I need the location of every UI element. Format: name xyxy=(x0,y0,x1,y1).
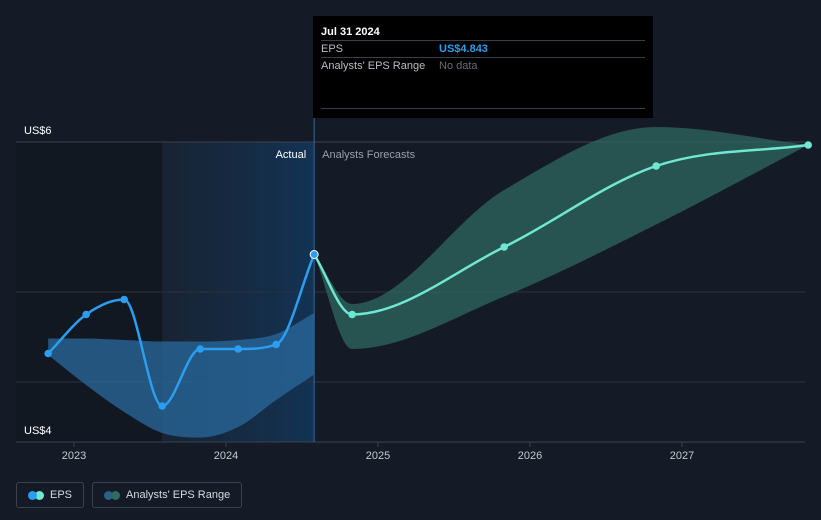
range-swatch-icon xyxy=(104,490,121,500)
eps-actual-point-6 xyxy=(272,340,280,349)
tooltip-range-value: No data xyxy=(439,60,478,72)
tooltip-range-row: Analysts' EPS Range No data xyxy=(321,57,645,74)
eps-actual-point-5 xyxy=(234,345,242,353)
tooltip-date: Jul 31 2024 xyxy=(321,26,380,38)
tooltip-divider xyxy=(321,108,645,109)
x-tick-label-2026: 2026 xyxy=(518,450,542,462)
legend-eps-toggle[interactable]: EPS xyxy=(16,482,85,508)
eps-swatch-actual-dot xyxy=(28,490,37,500)
tooltip-range-label: Analysts' EPS Range xyxy=(321,60,426,72)
x-tick-label-2024: 2024 xyxy=(214,450,238,462)
eps-swatch-icon xyxy=(28,490,44,500)
x-tick-label-2023: 2023 xyxy=(62,450,86,462)
eps-forecast-point-4 xyxy=(804,141,812,149)
eps-swatch-forecast-dot xyxy=(35,490,44,500)
x-tick-label-2025: 2025 xyxy=(366,450,390,462)
tooltip-eps-value: US$4.843 xyxy=(439,43,488,55)
range-swatch-past-dot xyxy=(104,490,114,500)
eps-actual-point-1 xyxy=(82,310,90,319)
eps-actual-point-4 xyxy=(196,345,204,353)
eps-actual-point-2 xyxy=(120,295,128,304)
legend-range-toggle[interactable]: Analysts' EPS Range xyxy=(92,482,243,508)
x-tick-label-2027: 2027 xyxy=(670,450,694,462)
eps-actual-point-7 xyxy=(309,250,319,259)
eps-range-band-forecast xyxy=(314,127,809,349)
eps-forecast-point-3 xyxy=(652,162,660,170)
legend-eps-label: EPS xyxy=(50,489,73,501)
tooltip: Jul 31 2024 EPS US$4.843 Analysts' EPS R… xyxy=(313,16,653,118)
y-label-top: US$6 xyxy=(24,125,52,137)
forecast-region-label: Analysts Forecasts xyxy=(322,149,415,161)
legend-range-label: Analysts' EPS Range xyxy=(126,489,231,501)
eps-actual-point-0 xyxy=(44,349,52,358)
tooltip-eps-label: EPS xyxy=(321,43,344,55)
eps-forecast-point-2 xyxy=(500,243,508,251)
actual-region-label: Actual xyxy=(276,149,307,161)
eps-actual-point-3 xyxy=(158,402,166,410)
tooltip-eps-row: EPS US$4.843 xyxy=(321,40,645,57)
y-label-bottom: US$4 xyxy=(24,425,52,437)
range-swatch-forecast-dot xyxy=(111,490,121,500)
eps-forecast-point-1 xyxy=(348,310,356,319)
legend: EPS Analysts' EPS Range xyxy=(16,482,243,508)
